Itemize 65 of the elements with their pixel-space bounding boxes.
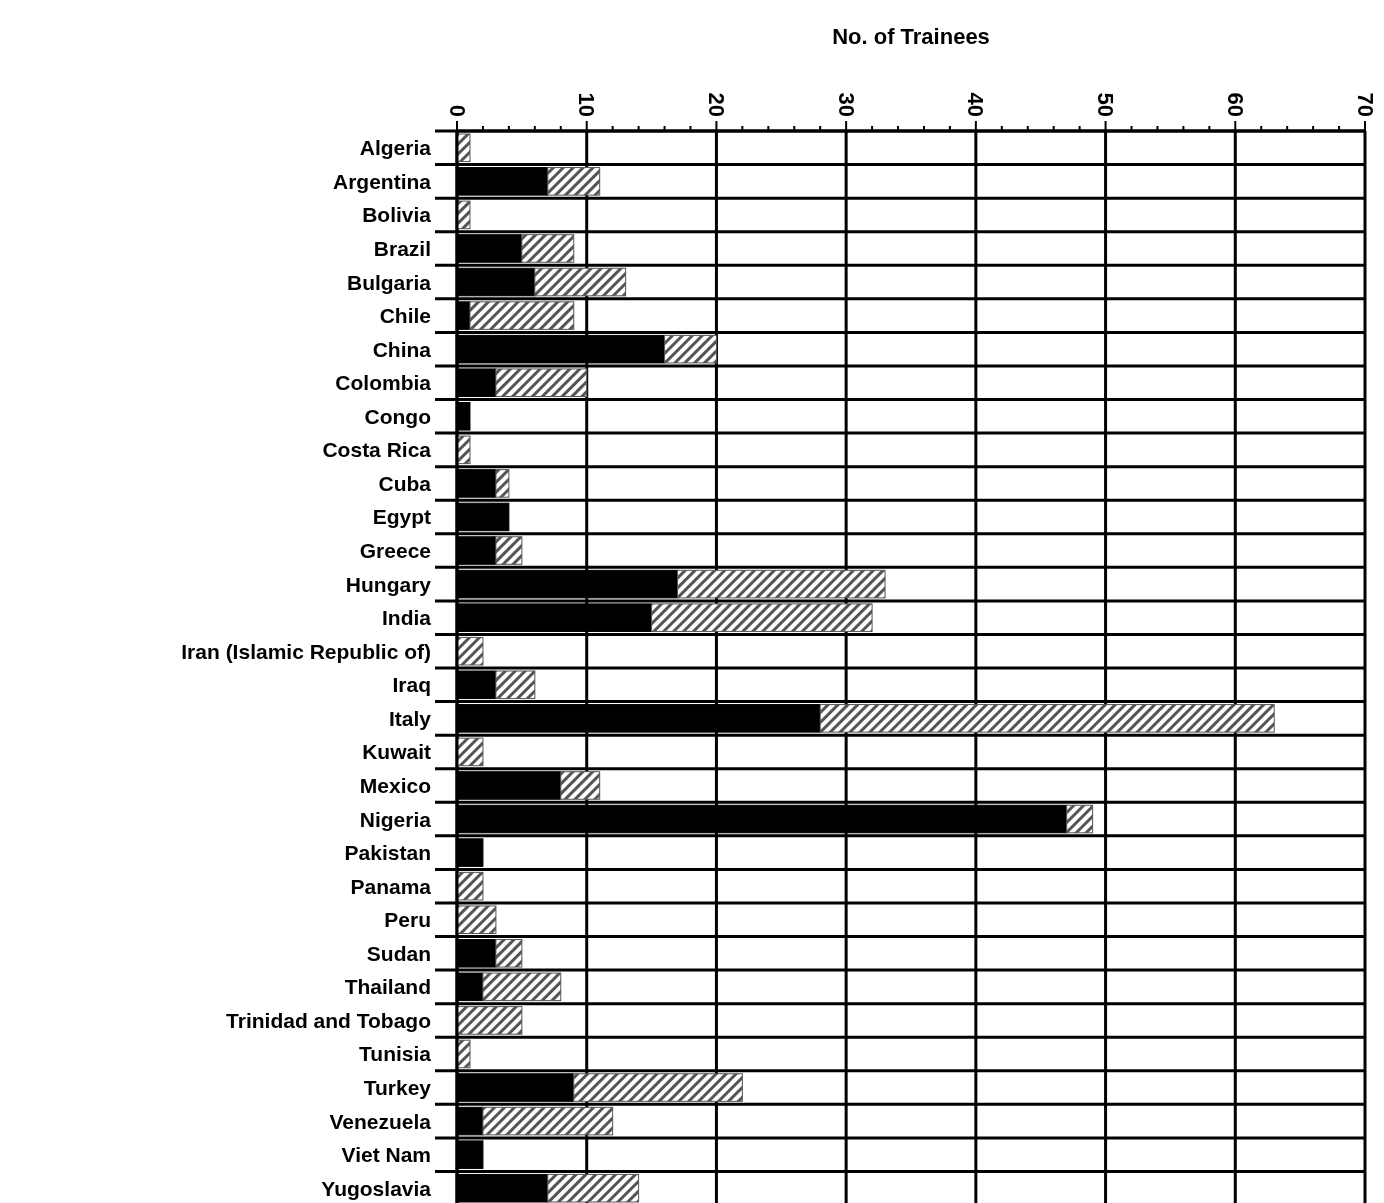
y-tick-label: Kuwait [362, 740, 431, 764]
bar [547, 1173, 640, 1203]
x-axis-title: No. of Trainees [832, 24, 990, 49]
y-tick-label: Pakistan [344, 841, 431, 865]
y-tick-label: Trinidad and Tobago [226, 1008, 431, 1032]
y-tick-label: Costa Rica [322, 438, 432, 462]
y-tick-label: Italy [388, 706, 432, 730]
y-tick-label: Iraq [392, 673, 431, 697]
bar [456, 1006, 523, 1035]
x-tick-label: 40 [963, 92, 989, 117]
x-tick-label: 70 [1352, 92, 1378, 117]
bar [482, 1106, 614, 1136]
x-tick-label: 60 [1222, 92, 1248, 117]
bar [495, 670, 536, 700]
bar [495, 939, 523, 968]
y-tick-label: Yugoslavia [321, 1176, 432, 1200]
y-tick-label: Chile [379, 304, 431, 328]
bar [521, 234, 575, 263]
bar [469, 301, 575, 330]
y-tick-label: Mexico [359, 773, 431, 797]
bar [495, 368, 588, 397]
y-tick-label: Panama [350, 874, 432, 898]
y-tick-label: Sudan [366, 941, 431, 965]
bar [456, 905, 497, 934]
bar [495, 536, 523, 565]
y-tick-label: Iran (Islamic Republic of) [181, 639, 431, 663]
x-tick-label: 50 [1093, 92, 1119, 117]
bar [651, 603, 873, 632]
bar [482, 972, 562, 1002]
y-tick-label: Egypt [372, 505, 431, 529]
y-tick-label: Greece [359, 539, 431, 563]
x-tick-label: 0 [444, 104, 470, 117]
bar [1066, 804, 1094, 834]
y-tick-label: Nigeria [359, 807, 432, 831]
y-tick-label: Thailand [344, 975, 431, 999]
y-tick-label: Congo [364, 404, 431, 428]
bar [495, 469, 510, 498]
y-tick-label: Bolivia [362, 203, 432, 227]
bar [677, 569, 886, 599]
y-tick-label: Hungary [345, 572, 432, 596]
bar [456, 737, 484, 767]
y-tick-label: China [372, 337, 432, 361]
bar [456, 871, 484, 901]
y-tick-label: Colombia [335, 371, 432, 395]
bar [547, 167, 601, 196]
y-tick-label: Venezuela [329, 1109, 432, 1133]
bar [560, 771, 601, 800]
y-tick-label: India [381, 606, 432, 630]
bar [456, 636, 484, 666]
y-tick-label: Viet Nam [341, 1143, 431, 1167]
y-tick-label: Brazil [373, 236, 431, 260]
bar [664, 334, 717, 364]
bar [573, 1073, 743, 1102]
y-tick-label: Turkey [363, 1076, 432, 1100]
y-tick-label: Algeria [359, 136, 432, 160]
bar [534, 267, 627, 297]
x-tick-label: 30 [833, 92, 859, 117]
y-tick-label: Peru [384, 908, 431, 932]
y-tick-label: Cuba [378, 471, 432, 495]
x-tick-label: 20 [703, 92, 729, 117]
x-tick-label: 10 [574, 92, 600, 117]
bar [819, 704, 1275, 733]
y-tick-label: Tunisia [359, 1042, 432, 1066]
y-tick-label: Argentina [332, 169, 432, 193]
y-tick-label: Bulgaria [346, 270, 432, 294]
